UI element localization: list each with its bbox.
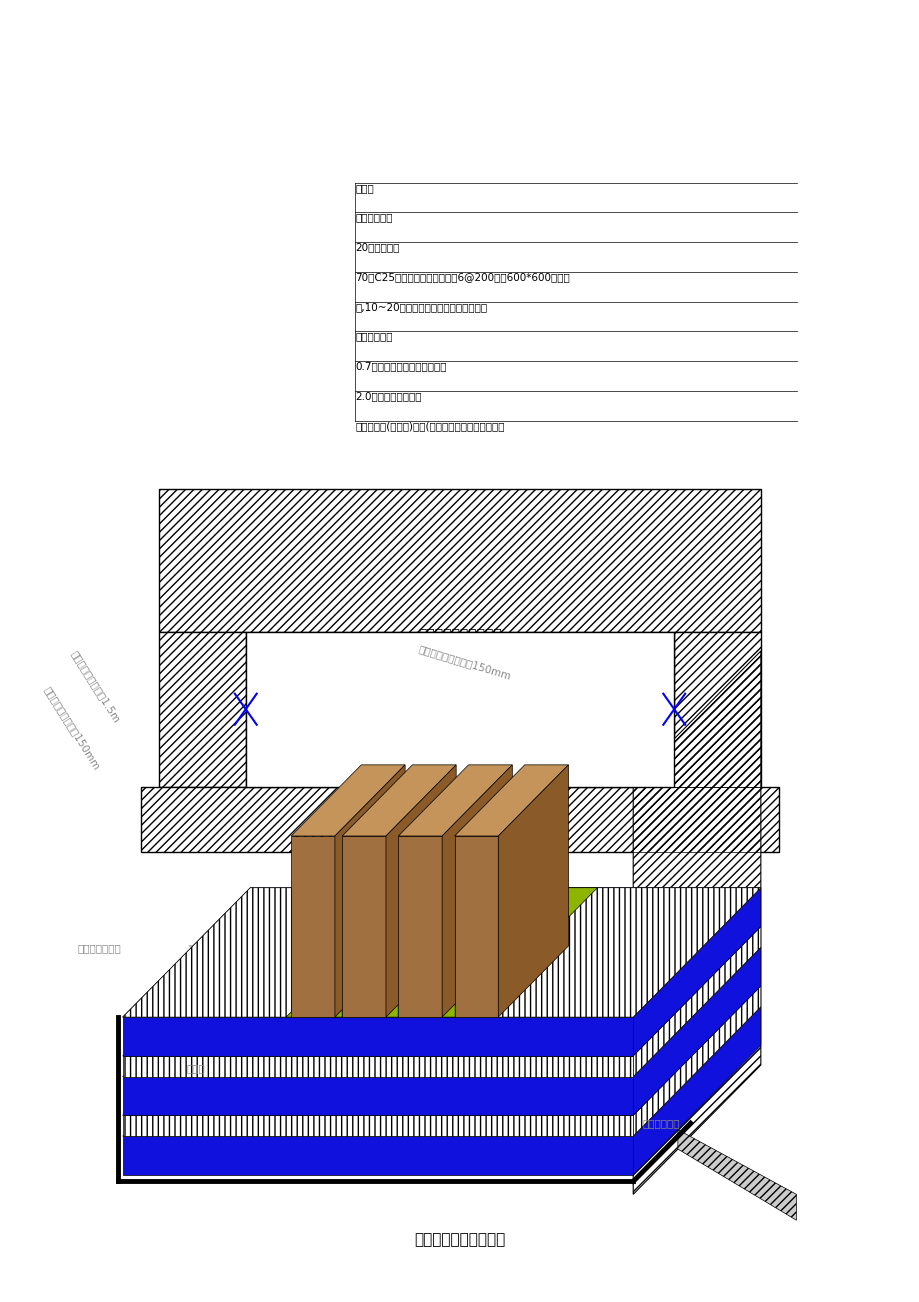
Bar (245, 631, 674, 786)
Polygon shape (342, 836, 386, 1017)
Text: 自粘防水卷材: 自粘防水卷材 (641, 1118, 679, 1128)
Polygon shape (122, 1137, 632, 1174)
Bar (674, 631, 760, 786)
Polygon shape (632, 651, 760, 1194)
Text: 2.0厚聚氨酯防水涂膜: 2.0厚聚氨酯防水涂膜 (355, 391, 421, 401)
Polygon shape (454, 836, 498, 1017)
Polygon shape (122, 888, 760, 1017)
Bar (159, 490, 760, 631)
Polygon shape (122, 927, 760, 1056)
Polygon shape (398, 764, 512, 836)
Polygon shape (290, 764, 404, 836)
Bar (141, 786, 778, 852)
Bar (159, 490, 760, 631)
Polygon shape (335, 918, 342, 1017)
Bar (141, 786, 778, 852)
Polygon shape (122, 1077, 632, 1116)
Polygon shape (122, 1116, 632, 1137)
Polygon shape (386, 918, 398, 1017)
Text: 长边搭接距离不小于1.5m: 长边搭接距离不小于1.5m (69, 648, 121, 724)
Bar (159, 631, 245, 786)
Polygon shape (266, 888, 760, 1017)
Text: 短边搭接宽度不小于150mm: 短边搭接宽度不小于150mm (416, 643, 512, 681)
Polygon shape (122, 948, 760, 1077)
Text: 缝,10~20，单组份聚氨酯建筑密封胶嵌缝: 缝,10~20，单组份聚氨酯建筑密封胶嵌缝 (355, 302, 487, 311)
Polygon shape (386, 764, 456, 1017)
Polygon shape (632, 927, 760, 1077)
Bar (674, 631, 760, 786)
Polygon shape (454, 764, 568, 836)
Polygon shape (632, 948, 760, 1116)
Polygon shape (122, 1006, 760, 1137)
Text: 70厚C25配筋细石混凝土双向配6@200，每600*600设缝，: 70厚C25配筋细石混凝土双向配6@200，每600*600设缝， (355, 272, 569, 283)
Polygon shape (122, 1056, 632, 1077)
Text: 防水板: 防水板 (187, 1064, 205, 1073)
Polygon shape (632, 1006, 760, 1174)
Text: 钢筋混凝土(自防水)顶板(聚合物水泥砂浆补平修整）: 钢筋混凝土(自防水)顶板(聚合物水泥砂浆补平修整） (355, 421, 505, 431)
Text: 干铺油毡一层: 干铺油毡一层 (355, 332, 392, 341)
Text: 0.7厚聚乙烯丙纶复合防水卷材: 0.7厚聚乙烯丙纶复合防水卷材 (355, 361, 446, 371)
Text: 种植土: 种植土 (355, 182, 373, 193)
Polygon shape (335, 764, 404, 1017)
Polygon shape (632, 986, 760, 1137)
Polygon shape (122, 888, 760, 1017)
Text: 侧墙防水层做法示意图: 侧墙防水层做法示意图 (414, 1232, 505, 1247)
Text: 4厚止水钢板: 4厚止水钢板 (250, 704, 320, 715)
Polygon shape (286, 888, 596, 1017)
Polygon shape (398, 836, 442, 1017)
Polygon shape (442, 764, 512, 1017)
Polygon shape (122, 1017, 632, 1056)
Text: 4厚止水钢板: 4厚止水钢板 (532, 704, 670, 715)
Bar (159, 631, 245, 786)
Polygon shape (498, 764, 568, 1017)
Text: 土工布过滤层: 土工布过滤层 (355, 212, 392, 223)
Polygon shape (290, 836, 335, 1017)
Polygon shape (677, 1130, 796, 1220)
Polygon shape (342, 764, 456, 836)
Polygon shape (632, 888, 760, 1056)
Polygon shape (122, 986, 760, 1116)
Polygon shape (442, 918, 454, 1017)
Text: 中性腻镁防水板: 中性腻镁防水板 (77, 943, 120, 953)
Text: 长边搭接宽度不小于150mm: 长边搭接宽度不小于150mm (43, 685, 102, 772)
Text: 地下室顶板防水层做法: 地下室顶板防水层做法 (417, 628, 502, 642)
Text: 20厚防排水板: 20厚防排水板 (355, 242, 399, 253)
